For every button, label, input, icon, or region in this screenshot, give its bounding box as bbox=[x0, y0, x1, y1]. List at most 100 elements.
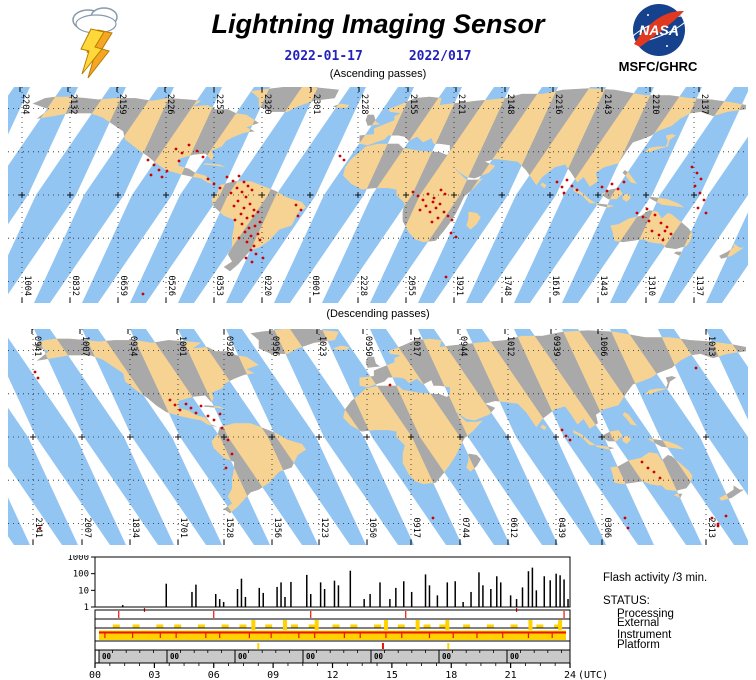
svg-text:2301: 2301 bbox=[311, 94, 321, 114]
svg-text:2320: 2320 bbox=[262, 94, 272, 114]
svg-text:00: 00 bbox=[238, 652, 248, 661]
lightning-flash-dots bbox=[33, 366, 728, 530]
svg-text:0928: 0928 bbox=[224, 336, 234, 356]
svg-text:1921: 1921 bbox=[454, 276, 464, 296]
ascending-passes-map: 2204 2132 2159 2226 2253 2320 2301 2228 2155 2121… bbox=[8, 87, 748, 303]
svg-text:2055: 2055 bbox=[406, 276, 416, 296]
svg-text:15: 15 bbox=[386, 670, 398, 680]
external-status-marks bbox=[112, 620, 563, 630]
svg-text:0956: 0956 bbox=[270, 336, 280, 356]
svg-text:2143: 2143 bbox=[602, 94, 612, 114]
time-axis bbox=[94, 663, 571, 668]
flash-activity-label: Flash activity /3 min. bbox=[603, 572, 707, 584]
svg-text:1356: 1356 bbox=[272, 518, 282, 538]
svg-text:2313: 2313 bbox=[706, 518, 716, 538]
svg-text:00: 00 bbox=[306, 652, 316, 661]
svg-text:0659: 0659 bbox=[118, 276, 128, 296]
platform-status-marks bbox=[257, 643, 450, 649]
svg-text:1050: 1050 bbox=[367, 518, 377, 538]
status-row-label: External bbox=[617, 617, 659, 629]
svg-text:03: 03 bbox=[148, 670, 160, 680]
svg-text:0917: 0917 bbox=[411, 518, 421, 538]
status-row-label: Processing bbox=[617, 608, 674, 620]
svg-text:1748: 1748 bbox=[502, 276, 512, 296]
svg-text:1006: 1006 bbox=[598, 336, 608, 356]
svg-text:0612: 0612 bbox=[508, 518, 518, 538]
svg-text:1223: 1223 bbox=[319, 518, 329, 538]
svg-text:2007: 2007 bbox=[82, 518, 92, 538]
orbit-ticks bbox=[31, 329, 707, 545]
lightning-cloud-icon bbox=[72, 7, 118, 79]
svg-text:1001: 1001 bbox=[177, 336, 187, 356]
svg-text:00: 00 bbox=[374, 652, 384, 661]
svg-text:2228: 2228 bbox=[358, 276, 368, 296]
svg-text:100: 100 bbox=[73, 570, 89, 580]
svg-text:0353: 0353 bbox=[214, 276, 224, 296]
orbit-counter-bar: 00 00 00 00 00 00 00 bbox=[94, 649, 571, 664]
page-title: Lightning Imaging Sensor bbox=[211, 9, 545, 39]
svg-text:0439: 0439 bbox=[556, 518, 566, 538]
svg-text:2159: 2159 bbox=[117, 94, 127, 114]
orbit-time-labels: 2204 2132 2159 2226 2253 2320 2301 2228 2155 2121… bbox=[20, 94, 709, 296]
svg-text:1616: 1616 bbox=[550, 276, 560, 296]
svg-text:00: 00 bbox=[170, 652, 180, 661]
svg-text:0939: 0939 bbox=[551, 336, 561, 356]
svg-text:1834: 1834 bbox=[130, 518, 140, 538]
flash-activity-spikes bbox=[121, 567, 569, 607]
svg-text:2121: 2121 bbox=[456, 94, 466, 114]
svg-text:2210: 2210 bbox=[650, 94, 660, 114]
svg-text:06: 06 bbox=[208, 670, 220, 680]
descending-passes-label: (Descending passes) bbox=[326, 308, 430, 320]
svg-text:2141: 2141 bbox=[33, 518, 43, 538]
svg-text:1528: 1528 bbox=[224, 518, 234, 538]
svg-text:0220: 0220 bbox=[262, 276, 272, 296]
orbit-ticks bbox=[19, 87, 700, 303]
svg-text:1007: 1007 bbox=[80, 336, 90, 356]
svg-text:1004: 1004 bbox=[22, 276, 32, 296]
svg-text:1017: 1017 bbox=[411, 336, 421, 356]
svg-text:00: 00 bbox=[102, 652, 112, 661]
svg-text:1013: 1013 bbox=[706, 336, 716, 356]
status-row-label: Instrument bbox=[617, 629, 672, 641]
svg-text:0944: 0944 bbox=[458, 336, 468, 356]
lightning-flash-dots bbox=[141, 143, 708, 296]
svg-text:21: 21 bbox=[505, 670, 517, 680]
svg-text:12: 12 bbox=[326, 670, 338, 680]
date-day-of-year: 2022/017 bbox=[408, 49, 472, 64]
svg-text:0934: 0934 bbox=[128, 336, 138, 356]
status-row-boxes bbox=[94, 609, 571, 651]
svg-text:24: 24 bbox=[564, 670, 576, 680]
svg-text:18: 18 bbox=[445, 670, 457, 680]
svg-text:0001: 0001 bbox=[310, 276, 320, 296]
svg-text:2148: 2148 bbox=[505, 94, 515, 114]
svg-text:0744: 0744 bbox=[460, 518, 470, 538]
time-axis-labels: 00 03 06 09 12 15 18 21 24 bbox=[89, 670, 576, 680]
svg-text:2132: 2132 bbox=[68, 94, 78, 114]
svg-text:2155: 2155 bbox=[408, 94, 418, 114]
date-iso: 2022-01-17 bbox=[284, 49, 363, 64]
svg-text:2226: 2226 bbox=[165, 94, 175, 114]
svg-text:00: 00 bbox=[442, 652, 452, 661]
svg-text:2204: 2204 bbox=[20, 94, 30, 114]
lat-lon-grid bbox=[8, 329, 748, 545]
instrument-status-bar bbox=[99, 630, 566, 640]
lat-lon-grid bbox=[8, 87, 748, 303]
nasa-logo: NASA bbox=[630, 4, 688, 56]
status-row-label: Platform bbox=[617, 639, 660, 651]
svg-text:0306: 0306 bbox=[602, 518, 612, 538]
equator-crosses bbox=[19, 192, 697, 198]
msfc-ghrc-label: MSFC/GHRC bbox=[618, 59, 698, 74]
svg-text:2137: 2137 bbox=[699, 94, 709, 114]
svg-text:00: 00 bbox=[89, 670, 101, 680]
svg-text:0526: 0526 bbox=[166, 276, 176, 296]
equator-crosses bbox=[30, 434, 709, 440]
legend-labels: Flash activity /3 min. STATUS:ProcessingE… bbox=[603, 572, 707, 651]
svg-text:1310: 1310 bbox=[646, 276, 656, 296]
svg-text:1: 1 bbox=[84, 603, 89, 613]
svg-text:10: 10 bbox=[78, 586, 89, 596]
orbit-time-labels: 0941 1007 0934 1001 0928 0956 1023 0950 1017 0944… bbox=[32, 336, 716, 538]
svg-text:2216: 2216 bbox=[553, 94, 563, 114]
svg-text:1000: 1000 bbox=[67, 555, 89, 563]
